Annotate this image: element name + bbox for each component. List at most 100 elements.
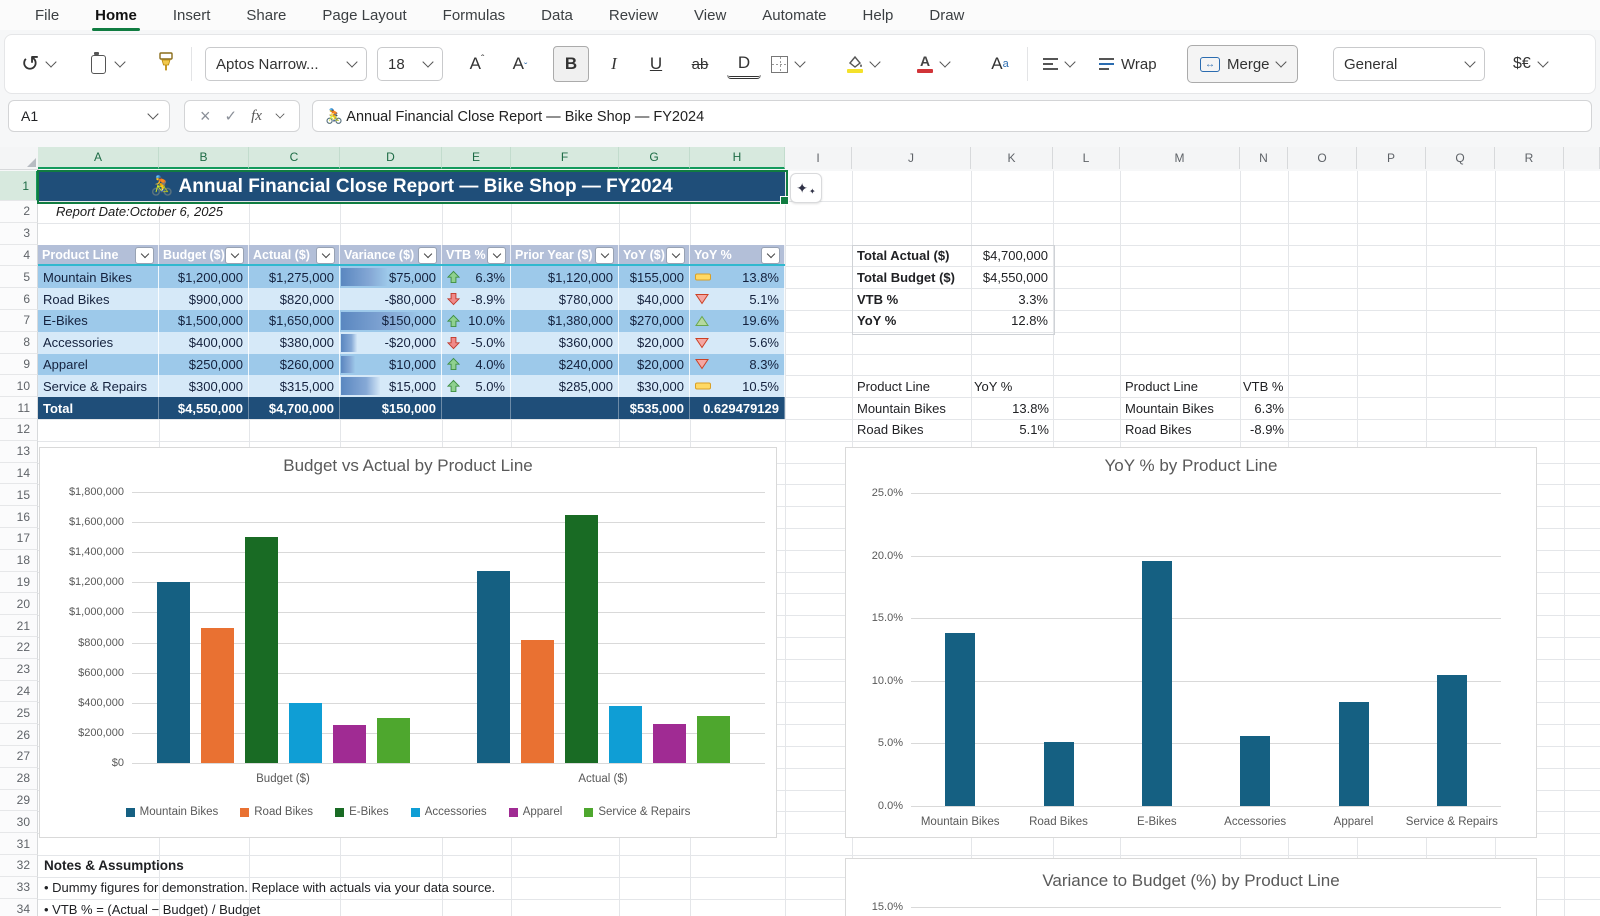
column-header-N[interactable]: N (1240, 147, 1288, 169)
row-header-12[interactable]: 12 (0, 419, 38, 441)
row-header-14[interactable]: 14 (0, 463, 38, 485)
sparkle-analyze-button[interactable]: ✦✦ (790, 173, 822, 203)
table-header-product-line[interactable]: Product Line (38, 245, 159, 267)
table-cell-yoy[interactable]: 5.6% (690, 332, 785, 354)
column-header-E[interactable]: E (442, 147, 511, 169)
column-header-P[interactable]: P (1357, 147, 1426, 169)
table-cell-product[interactable]: Service & Repairs (38, 375, 159, 397)
table-cell-actual[interactable]: $1,650,000 (249, 310, 340, 332)
filter-dropdown-icon[interactable] (418, 247, 437, 264)
column-header-C[interactable]: C (249, 147, 340, 169)
filter-dropdown-icon[interactable] (225, 247, 244, 264)
mini-table-header-metric[interactable]: YoY % (971, 375, 1053, 397)
notes-heading[interactable]: Notes & Assumptions (38, 855, 538, 877)
table-cell-yoy[interactable]: 19.6% (690, 310, 785, 332)
row-header-21[interactable]: 21 (0, 615, 38, 637)
column-header-Q[interactable]: Q (1426, 147, 1495, 169)
column-header-M[interactable]: M (1120, 147, 1240, 169)
row-header-22[interactable]: 22 (0, 637, 38, 659)
table-cell-variance[interactable]: $75,000 (340, 266, 442, 288)
table-cell-prior[interactable]: $240,000 (511, 354, 619, 376)
report-title-cell[interactable]: 🚴 Annual Financial Close Report — Bike S… (38, 171, 785, 201)
table-cell-vtb[interactable]: 10.0% (442, 310, 511, 332)
mini-table-product[interactable]: Road Bikes (1120, 419, 1240, 441)
row-header-28[interactable]: 28 (0, 768, 38, 790)
selection-fill-handle[interactable] (780, 196, 789, 205)
row-header-13[interactable]: 13 (0, 441, 38, 463)
column-header-J[interactable]: J (852, 147, 971, 169)
table-cell-product[interactable]: Accessories (38, 332, 159, 354)
row-header-18[interactable]: 18 (0, 550, 38, 572)
mini-table-value[interactable]: 13.8% (971, 397, 1053, 419)
table-cell-budget[interactable]: $400,000 (159, 332, 249, 354)
row-header-19[interactable]: 19 (0, 572, 38, 594)
mini-table-product[interactable]: Mountain Bikes (1120, 397, 1240, 419)
row-header-15[interactable]: 15 (0, 484, 38, 506)
row-header-6[interactable]: 6 (0, 288, 38, 310)
table-header-variance-[interactable]: Variance ($) (340, 245, 442, 267)
notes-bullet-2[interactable]: • VTB % = (Actual − Budget) / Budget (38, 899, 738, 916)
summary-label[interactable]: Total Actual ($) (852, 245, 971, 267)
table-header-prior-year-[interactable]: Prior Year ($) (511, 245, 619, 267)
column-header-R[interactable]: R (1495, 147, 1564, 169)
row-header-32[interactable]: 32 (0, 855, 38, 877)
filter-dropdown-icon[interactable] (761, 247, 780, 264)
row-header-34[interactable]: 34 (0, 899, 38, 916)
column-header-F[interactable]: F (511, 147, 619, 169)
row-header-2[interactable]: 2 (0, 201, 38, 223)
table-cell-actual[interactable]: $820,000 (249, 288, 340, 310)
table-cell-yoy_d[interactable]: $155,000 (619, 266, 690, 288)
table-cell-budget[interactable]: $300,000 (159, 375, 249, 397)
table-cell-vtb[interactable]: -5.0% (442, 332, 511, 354)
table-cell-budget[interactable]: $900,000 (159, 288, 249, 310)
table-total-actual[interactable]: $4,700,000 (249, 397, 340, 419)
table-cell-vtb[interactable]: 5.0% (442, 375, 511, 397)
table-cell-actual[interactable]: $380,000 (249, 332, 340, 354)
table-cell-yoy[interactable]: 13.8% (690, 266, 785, 288)
mini-table-value[interactable]: 5.1% (971, 419, 1053, 441)
row-header-1[interactable]: 1 (0, 171, 38, 201)
chart-yoy-percent[interactable]: YoY % by Product Line25.0%20.0%15.0%10.0… (845, 447, 1537, 838)
table-total-variance[interactable]: $150,000 (340, 397, 442, 419)
table-cell-yoy_d[interactable]: $270,000 (619, 310, 690, 332)
row-header-9[interactable]: 9 (0, 354, 38, 376)
column-header-B[interactable]: B (159, 147, 249, 169)
row-header-20[interactable]: 20 (0, 593, 38, 615)
mini-table-product[interactable]: Road Bikes (852, 419, 971, 441)
chart-variance-to-budget[interactable]: Variance to Budget (%) by Product Line15… (845, 858, 1537, 916)
row-header-26[interactable]: 26 (0, 724, 38, 746)
mini-table-header-product[interactable]: Product Line (852, 375, 971, 397)
table-cell-actual[interactable]: $260,000 (249, 354, 340, 376)
summary-label[interactable]: VTB % (852, 288, 971, 310)
table-cell-yoy[interactable]: 8.3% (690, 354, 785, 376)
notes-bullet-1[interactable]: • Dummy figures for demonstration. Repla… (38, 877, 738, 899)
table-total-yoy_d[interactable]: $535,000 (619, 397, 690, 419)
row-header-3[interactable]: 3 (0, 223, 38, 245)
table-cell-prior[interactable]: $285,000 (511, 375, 619, 397)
row-header-30[interactable]: 30 (0, 811, 38, 833)
table-header-yoy-[interactable]: YoY ($) (619, 245, 690, 267)
table-cell-variance[interactable]: $10,000 (340, 354, 442, 376)
mini-table-value[interactable]: 6.3% (1240, 397, 1288, 419)
table-cell-prior[interactable]: $780,000 (511, 288, 619, 310)
table-cell-prior[interactable]: $1,380,000 (511, 310, 619, 332)
row-header-29[interactable]: 29 (0, 790, 38, 812)
report-date-cell[interactable]: Report Date:October 6, 2025 (38, 201, 458, 223)
row-header-11[interactable]: 11 (0, 397, 38, 419)
table-cell-actual[interactable]: $1,275,000 (249, 266, 340, 288)
table-cell-vtb[interactable]: -8.9% (442, 288, 511, 310)
row-header-7[interactable]: 7 (0, 310, 38, 332)
filter-dropdown-icon[interactable] (487, 247, 506, 264)
filter-dropdown-icon[interactable] (135, 247, 154, 264)
column-header-D[interactable]: D (340, 147, 442, 169)
table-header-budget-[interactable]: Budget ($) (159, 245, 249, 267)
table-cell-yoy_d[interactable]: $20,000 (619, 354, 690, 376)
summary-label[interactable]: Total Budget ($) (852, 266, 971, 288)
select-all-button[interactable] (0, 147, 39, 170)
filter-dropdown-icon[interactable] (316, 247, 335, 264)
table-cell-variance[interactable]: $15,000 (340, 375, 442, 397)
summary-value[interactable]: $4,550,000 (971, 266, 1053, 288)
column-header-partial[interactable] (1564, 147, 1600, 169)
column-header-I[interactable]: I (785, 147, 852, 169)
row-header-33[interactable]: 33 (0, 877, 38, 899)
